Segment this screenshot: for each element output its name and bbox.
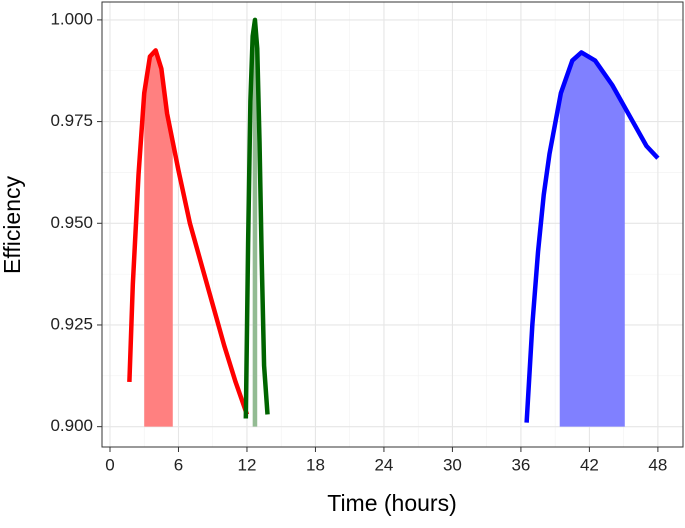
shades xyxy=(144,19,625,427)
efficiency-line xyxy=(127,48,250,416)
x-tick-label: 18 xyxy=(306,455,325,474)
shaded-region xyxy=(144,50,173,427)
x-tick-label: 36 xyxy=(511,455,530,474)
y-tick-label: 1.000 xyxy=(50,9,93,28)
y-tick-label: 0.950 xyxy=(50,213,93,232)
efficiency-line xyxy=(524,50,660,423)
x-tick-label: 30 xyxy=(443,455,462,474)
axes: 0 6 12 18 24 30 36 42 48 0.900 0.925 0.950 0.975 1.00… xyxy=(50,9,667,474)
x-tick-label: 6 xyxy=(174,455,183,474)
y-axis-title: Efficiency xyxy=(0,175,25,274)
plot-border xyxy=(101,1,684,448)
x-tick-label: 42 xyxy=(580,455,599,474)
x-axis-title: Time (hours) xyxy=(327,490,457,516)
efficiency-line xyxy=(243,17,270,419)
y-tick-label: 0.975 xyxy=(50,111,93,130)
shaded-region xyxy=(559,52,625,427)
y-tick-label: 0.900 xyxy=(50,416,93,435)
x-tick-label: 48 xyxy=(648,455,667,474)
y-tick-label: 0.925 xyxy=(50,314,93,333)
shaded-region xyxy=(252,19,258,427)
x-tick-label: 24 xyxy=(374,455,393,474)
lines xyxy=(127,17,660,423)
x-tick-label: 0 xyxy=(105,455,114,474)
x-tick-label: 12 xyxy=(238,455,257,474)
